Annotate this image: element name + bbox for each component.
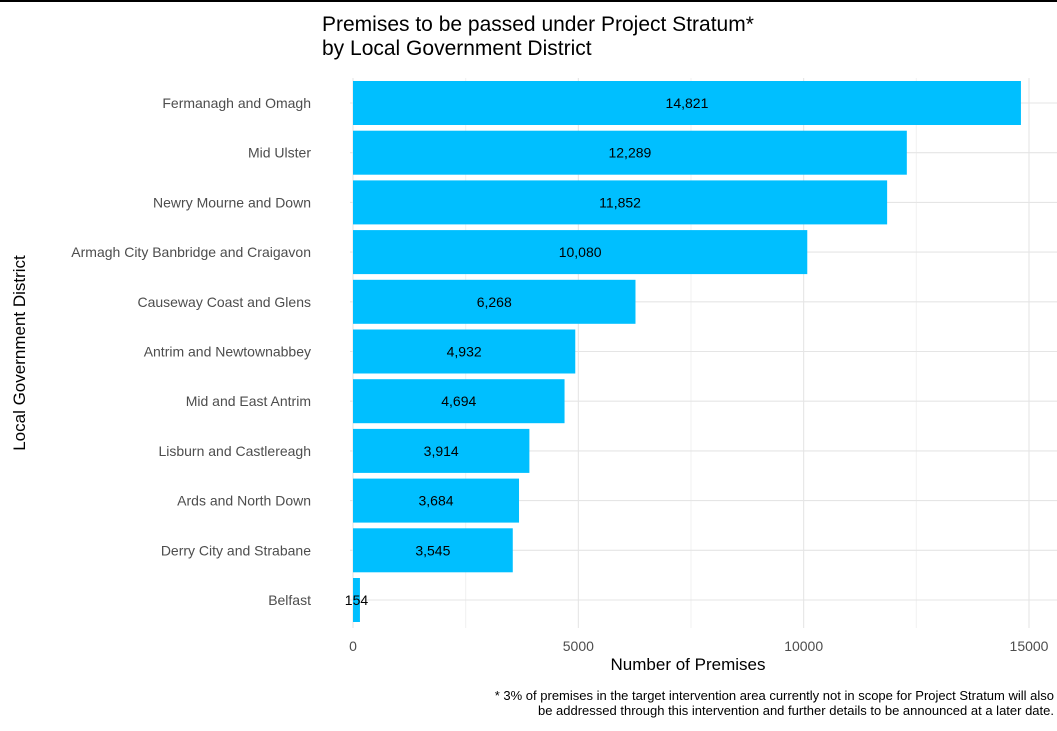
bar-value-label: 12,289 (608, 145, 651, 161)
bar (353, 528, 513, 573)
y-tick-label: Armagh City Banbridge and Craigavon (71, 244, 311, 260)
x-tick-label: 0 (349, 638, 357, 654)
value-labels: 14,821 12,289 11,852 10,080 6,268 4,932 4,694 3… (345, 95, 709, 608)
y-tick-label: Fermanagh and Omagh (162, 95, 311, 111)
bar (353, 478, 520, 523)
bar-value-label: 3,684 (418, 493, 453, 509)
bar (353, 428, 530, 473)
bar-value-label: 6,268 (477, 294, 512, 310)
y-tick-label: Mid Ulster (248, 145, 311, 161)
footnote-line-1: * 3% of premises in the target intervent… (494, 688, 1054, 703)
bar (353, 230, 808, 275)
top-border-rule (0, 0, 1057, 2)
x-tick-label: 15000 (1010, 638, 1049, 654)
bar (353, 81, 1021, 125)
y-tick-label: Mid and East Antrim (186, 393, 311, 409)
bar-value-label: 154 (345, 592, 369, 608)
y-tick-label: Ards and North Down (177, 493, 311, 509)
bar-value-label: 14,821 (666, 95, 709, 111)
x-tick-labels: 0 5000 10000 15000 (349, 638, 1049, 654)
bar (353, 379, 565, 424)
bar-value-label: 4,932 (447, 344, 482, 360)
y-tick-label: Newry Mourne and Down (153, 194, 311, 210)
y-tick-label: Lisburn and Castlereagh (158, 443, 311, 459)
bar-value-label: 3,545 (415, 542, 450, 558)
footnote: * 3% of premises in the target intervent… (495, 688, 1054, 718)
x-tick-label: 5000 (563, 638, 594, 654)
bar (353, 279, 636, 324)
x-tick-label: 10000 (784, 638, 823, 654)
bar-value-label: 11,852 (599, 194, 641, 210)
bar (353, 578, 360, 622)
bars (353, 81, 1021, 622)
bar (353, 180, 888, 225)
chart-title: Premises to be passed under Project Stra… (322, 13, 754, 61)
y-tick-label: Derry City and Strabane (161, 542, 311, 558)
bar-value-label: 3,914 (424, 443, 459, 459)
bar-value-label: 4,694 (441, 393, 476, 409)
y-tick-labels: Fermanagh and Omagh Mid Ulster Newry Mourn… (71, 95, 311, 608)
y-tick-label: Antrim and Newtownabbey (144, 344, 311, 360)
chart-title-line-2: by Local Government District (322, 37, 592, 60)
footnote-line-2: be addressed through this intervention a… (537, 703, 1054, 718)
bar-value-label: 10,080 (559, 244, 602, 260)
y-tick-label: Causeway Coast and Glens (137, 294, 311, 310)
x-axis-title: Number of Premises (610, 655, 766, 674)
chart-title-line-1: Premises to be passed under Project Stra… (322, 13, 754, 36)
bar (353, 130, 907, 175)
bar (353, 329, 576, 374)
y-tick-label: Belfast (268, 592, 311, 608)
